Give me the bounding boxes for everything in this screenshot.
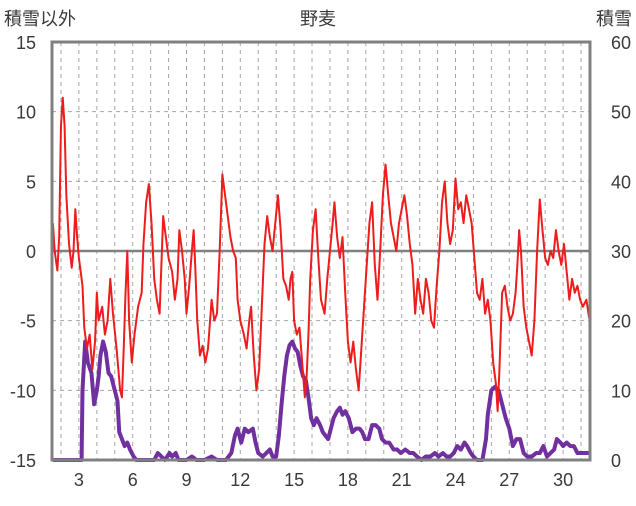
left-axis-label: 積雪以外 (4, 9, 76, 30)
right-y-tick-label: 40 (611, 172, 631, 192)
x-tick-label: 27 (499, 470, 519, 490)
x-tick-label: 15 (284, 470, 304, 490)
x-tick-label: 12 (230, 470, 250, 490)
right-y-tick-label: 30 (611, 242, 631, 262)
left-y-tick-label: 10 (16, 103, 36, 123)
left-y-tick-label: 0 (26, 242, 36, 262)
temperature-series-line (51, 96, 591, 413)
right-y-tick-label: 10 (611, 381, 631, 401)
right-y-tick-label: 50 (611, 103, 631, 123)
left-y-tick-label: -5 (20, 312, 36, 332)
left-y-tick-label: 15 (16, 33, 36, 53)
x-tick-label: 24 (445, 470, 465, 490)
left-y-tick-label: 5 (26, 172, 36, 192)
left-y-tick-label: -10 (10, 381, 36, 401)
x-tick-label: 18 (338, 470, 358, 490)
right-y-tick-label: 20 (611, 312, 631, 332)
right-y-tick-label: 0 (611, 451, 621, 471)
x-tick-label: 6 (128, 470, 138, 490)
x-tick-label: 3 (74, 470, 84, 490)
x-tick-label: 30 (553, 470, 573, 490)
x-tick-label: 21 (392, 470, 412, 490)
right-y-tick-label: 60 (611, 33, 631, 53)
chart-title: 野麦 (300, 9, 336, 30)
right-axis-label: 積雪 (596, 9, 632, 30)
plot-frame (50, 40, 592, 462)
left-y-tick-label: -15 (10, 451, 36, 471)
tick-labels: -15 -10 -5 0 5 10 15 0 10 20 30 40 50 60 3 6 9 12 15 18 21 24… (10, 33, 631, 490)
x-tick-label: 9 (181, 470, 191, 490)
